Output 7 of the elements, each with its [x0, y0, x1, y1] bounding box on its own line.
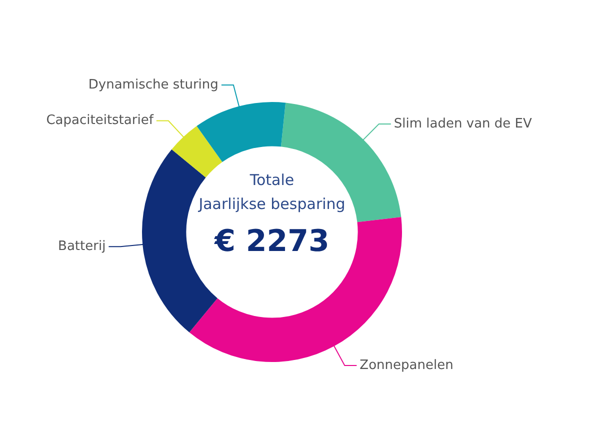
slice-label: Capaciteitstarief — [46, 113, 154, 128]
slice-label: Batterij — [58, 238, 106, 254]
slice-label: Dynamische sturing — [88, 77, 218, 92]
text: € 2273 — [213, 224, 330, 259]
slice-label: Zonnepanelen — [360, 358, 454, 373]
slice-label: Slim laden van de EV — [394, 116, 532, 132]
text: Totale Jaarlijkse besparing — [197, 170, 346, 215]
